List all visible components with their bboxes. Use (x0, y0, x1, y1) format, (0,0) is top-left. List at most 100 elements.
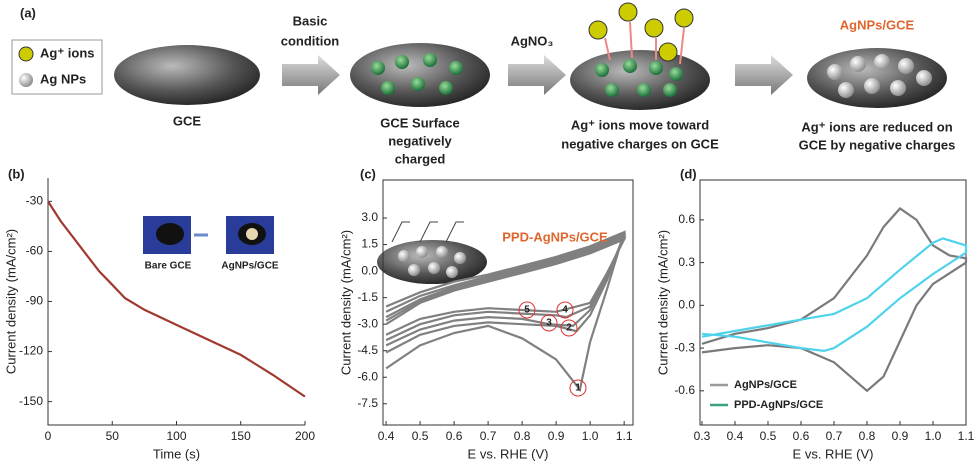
annotation: 2 (566, 323, 572, 334)
x-tick-label: 1.1 (616, 429, 633, 443)
x-tick-label: 0.8 (514, 429, 531, 443)
ann-circle (540, 314, 558, 332)
x-tick-label: 0.9 (892, 429, 909, 443)
ag-ion-icon (18, 46, 34, 62)
y-tick-label: -150 (19, 394, 43, 408)
y-tick-label: -4.5 (357, 343, 378, 357)
arrow (282, 55, 340, 95)
step-label: Ag⁺ ions move toward (571, 117, 709, 132)
x-tick-label: 0.8 (859, 429, 876, 443)
y-tick-label: -120 (19, 344, 43, 358)
x-tick-label: 0.6 (446, 429, 463, 443)
x-tick-label: 200 (295, 429, 315, 443)
y-tick-label: -90 (26, 294, 44, 308)
step-label: negative charges on GCE (561, 136, 719, 151)
ann-circle (556, 301, 574, 319)
step-label: GCE Surface (380, 115, 459, 130)
inset-electrode (156, 223, 184, 245)
x-tick-label: 50 (106, 429, 120, 443)
x-tick-label: 0.4 (727, 429, 744, 443)
y-tick-label: -6.0 (357, 369, 378, 383)
arrow (735, 55, 793, 95)
x-tick-label: 0.5 (412, 429, 429, 443)
panel-label: (b) (8, 166, 25, 181)
gce-disk (570, 50, 710, 110)
arrow-label: condition (281, 33, 340, 48)
legend-label: AgNPs/GCE (734, 379, 797, 391)
y-tick-label: -0.3 (674, 340, 695, 354)
x-tick-label: 0.9 (548, 429, 565, 443)
ann-title: PPD-AgNPs/GCE (502, 229, 608, 244)
arrow (508, 55, 566, 95)
legend-label: PPD-AgNPs/GCE (734, 399, 823, 411)
series-line (701, 207, 968, 393)
x-tick-label: 0 (45, 429, 52, 443)
inset-ppd (391, 221, 464, 243)
agnp-icon (19, 73, 33, 87)
step-label: negatively (388, 133, 452, 148)
x-tick-label: 150 (231, 429, 251, 443)
x-tick-label: 0.3 (694, 429, 711, 443)
arrow-label: AgNO₃ (511, 33, 554, 48)
plot-frame (382, 179, 634, 426)
y-tick-label: -60 (26, 244, 44, 258)
y-tick-label: 0.0 (361, 263, 378, 277)
ion-arrows (604, 21, 685, 65)
y-tick-label: 0.3 (678, 255, 695, 269)
y-tick-label: -0.6 (674, 383, 695, 397)
ann-circle (518, 301, 536, 319)
step-label: GCE (173, 113, 202, 128)
x-tick-label: 0.7 (826, 429, 843, 443)
annotation: 1 (575, 383, 581, 394)
y-axis-label: Current density (mA/cm²) (338, 230, 353, 375)
y-tick-label: 0.6 (678, 212, 695, 226)
series-line (47, 200, 306, 398)
y-axis-label: Current density (mA/cm²) (655, 230, 670, 375)
plot-frame (699, 179, 967, 426)
y-tick-label: -7.5 (357, 396, 378, 410)
gce-disk (350, 43, 490, 107)
x-tick-label: 1.0 (925, 429, 942, 443)
ag-ions (588, 2, 694, 62)
panel-label: (d) (680, 166, 697, 181)
series-line (385, 237, 627, 336)
y-tick-label: -30 (26, 194, 44, 208)
y-tick-label: 1.5 (361, 237, 378, 251)
panel-label: (c) (360, 166, 376, 181)
x-tick-label: 0.6 (793, 429, 810, 443)
gce-disk (114, 45, 260, 105)
x-axis-label: Time (s) (153, 446, 200, 461)
series-line (385, 232, 627, 354)
ann-circle (560, 319, 578, 337)
axes (47, 178, 305, 426)
series-line (385, 230, 626, 393)
x-axis-label: E vs. RHE (V) (468, 446, 549, 461)
y-axis-label: Current density (mA/cm²) (3, 229, 18, 374)
negative-charges (595, 59, 683, 97)
x-tick-label: 1.1 (958, 429, 975, 443)
silver-nanoparticles (827, 54, 932, 98)
x-tick-label: 100 (166, 429, 186, 443)
x-tick-label: 0.4 (378, 429, 395, 443)
step-label: GCE by negative charges (799, 137, 956, 152)
y-tick-label: 3.0 (361, 210, 378, 224)
series-line (701, 237, 968, 353)
negative-charges (371, 53, 463, 95)
x-tick-label: 1.0 (582, 429, 599, 443)
step-label: charged (395, 151, 446, 166)
ann-circle (569, 379, 587, 397)
y-tick-label: -1.5 (357, 290, 378, 304)
annotation: Bare GCE (145, 261, 192, 272)
panel-label: (a) (20, 5, 36, 20)
x-tick-label: 0.5 (760, 429, 777, 443)
inset-agnps (246, 228, 258, 240)
x-tick-label: 0.7 (480, 429, 497, 443)
step-title: AgNPs/GCE (840, 17, 915, 32)
legend-text: Ag NPs (40, 71, 86, 86)
step-label: Ag⁺ ions are reduced on (801, 119, 952, 134)
legend-text: Ag⁺ ions (40, 45, 95, 60)
annotation: AgNPs/GCE (221, 261, 279, 272)
arrow-label: Basic (293, 13, 328, 28)
